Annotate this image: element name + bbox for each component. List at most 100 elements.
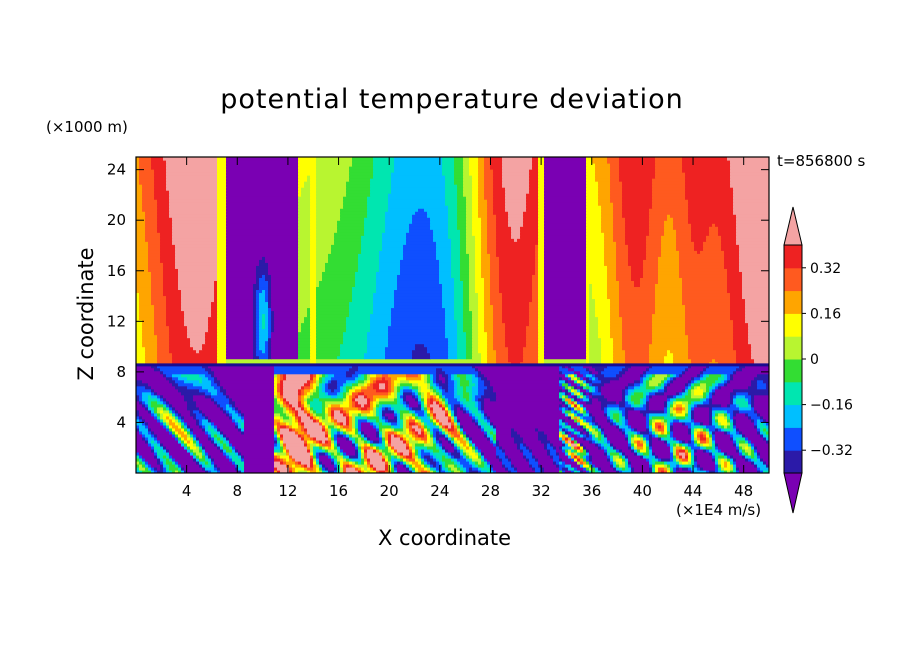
heatmap-cell [514, 439, 524, 444]
heatmap-cell [715, 457, 719, 462]
heatmap-cell [676, 373, 680, 378]
heatmap-cell [577, 445, 581, 450]
heatmap-cell [655, 433, 659, 438]
heatmap-cell [172, 469, 176, 473]
heatmap-cell [577, 433, 581, 438]
heatmap-cell [274, 433, 278, 438]
heatmap-cell [238, 448, 275, 453]
heatmap-cell [673, 379, 689, 384]
heatmap-cell [385, 457, 389, 462]
heatmap-cell [667, 433, 671, 438]
heatmap-cell [412, 451, 416, 456]
heatmap-cell [649, 400, 665, 405]
heatmap-cell [463, 466, 467, 471]
heatmap-cell [685, 385, 689, 390]
heatmap-cell [436, 373, 440, 378]
heatmap-cell [292, 421, 299, 426]
heatmap-cell [565, 406, 569, 411]
heatmap-cell [736, 427, 740, 432]
heatmap-cell [367, 457, 371, 462]
heatmap-cell [451, 457, 455, 462]
heatmap-cell [415, 391, 419, 396]
heatmap-cell [244, 421, 275, 426]
heatmap-cell [736, 349, 752, 354]
heatmap-cell [442, 283, 455, 288]
heatmap-cell [577, 442, 581, 447]
heatmap-cell [619, 418, 623, 423]
heatmap-cell [493, 430, 497, 435]
heatmap-cell [709, 427, 716, 432]
heatmap-cell [544, 349, 587, 354]
heatmap-cell [310, 358, 317, 363]
heatmap-cell [760, 430, 764, 435]
heatmap-cell [691, 388, 695, 393]
heatmap-cell [334, 463, 338, 468]
heatmap-cell [703, 430, 707, 435]
heatmap-cell [388, 457, 392, 462]
heatmap-cell [703, 388, 707, 393]
heatmap-cell [331, 406, 344, 411]
heatmap-cell [154, 454, 158, 459]
heatmap-cell [391, 382, 395, 387]
heatmap-cell [532, 448, 548, 453]
heatmap-cell [151, 301, 167, 306]
heatmap-cell [424, 406, 428, 411]
heatmap-cell [421, 436, 428, 441]
heatmap-cell [496, 442, 500, 447]
heatmap-cell [463, 313, 473, 318]
heatmap-cell [607, 436, 626, 441]
heatmap-cell [427, 457, 434, 462]
heatmap-cell [418, 382, 428, 387]
heatmap-cell [448, 340, 458, 345]
heatmap-cell [217, 313, 227, 318]
heatmap-cell [673, 397, 677, 402]
heatmap-cell [478, 331, 488, 336]
heatmap-cell [691, 433, 695, 438]
heatmap-cell [646, 406, 650, 411]
heatmap-cell [433, 376, 437, 381]
heatmap-cell [457, 406, 461, 411]
heatmap-cell [496, 451, 506, 456]
heatmap-cell [469, 436, 473, 441]
heatmap-cell [310, 457, 314, 462]
heatmap-cell [646, 439, 650, 444]
heatmap-cell [736, 355, 752, 360]
heatmap-cell [352, 385, 356, 390]
heatmap-cell [298, 412, 308, 417]
heatmap-cell [613, 340, 623, 345]
heatmap-cell [214, 421, 236, 426]
heatmap-cell [346, 427, 353, 432]
heatmap-cell [481, 454, 485, 459]
heatmap-cell [403, 388, 413, 393]
heatmap-cell [445, 310, 455, 315]
heatmap-cell [754, 424, 758, 429]
heatmap-cell [589, 316, 599, 321]
heatmap-cell [352, 436, 356, 441]
heatmap-cell [565, 394, 569, 399]
heatmap-cell [310, 283, 317, 288]
heatmap-cell [457, 385, 464, 390]
heatmap-cell [136, 403, 143, 408]
heatmap-cell [145, 406, 149, 411]
heatmap-cell [706, 433, 710, 438]
heatmap-cell [271, 349, 299, 354]
heatmap-cell [700, 385, 707, 390]
heatmap-cell [448, 469, 452, 473]
heatmap-cell [568, 439, 572, 444]
heatmap-cell [217, 337, 227, 342]
heatmap-cell [367, 334, 389, 339]
heatmap-cell [538, 325, 545, 330]
heatmap-cell [700, 433, 704, 438]
heatmap-cell [397, 451, 401, 456]
heatmap-cell [463, 388, 467, 393]
heatmap-cell [220, 427, 239, 432]
heatmap-cell [685, 367, 689, 372]
heatmap-cell [379, 469, 386, 473]
heatmap-cell [274, 382, 278, 387]
heatmap-cell [217, 382, 221, 387]
heatmap-cell [712, 388, 716, 393]
heatmap-cell [226, 331, 254, 336]
heatmap-cell [400, 418, 404, 423]
heatmap-cell [412, 355, 431, 360]
heatmap-cell [391, 436, 401, 441]
